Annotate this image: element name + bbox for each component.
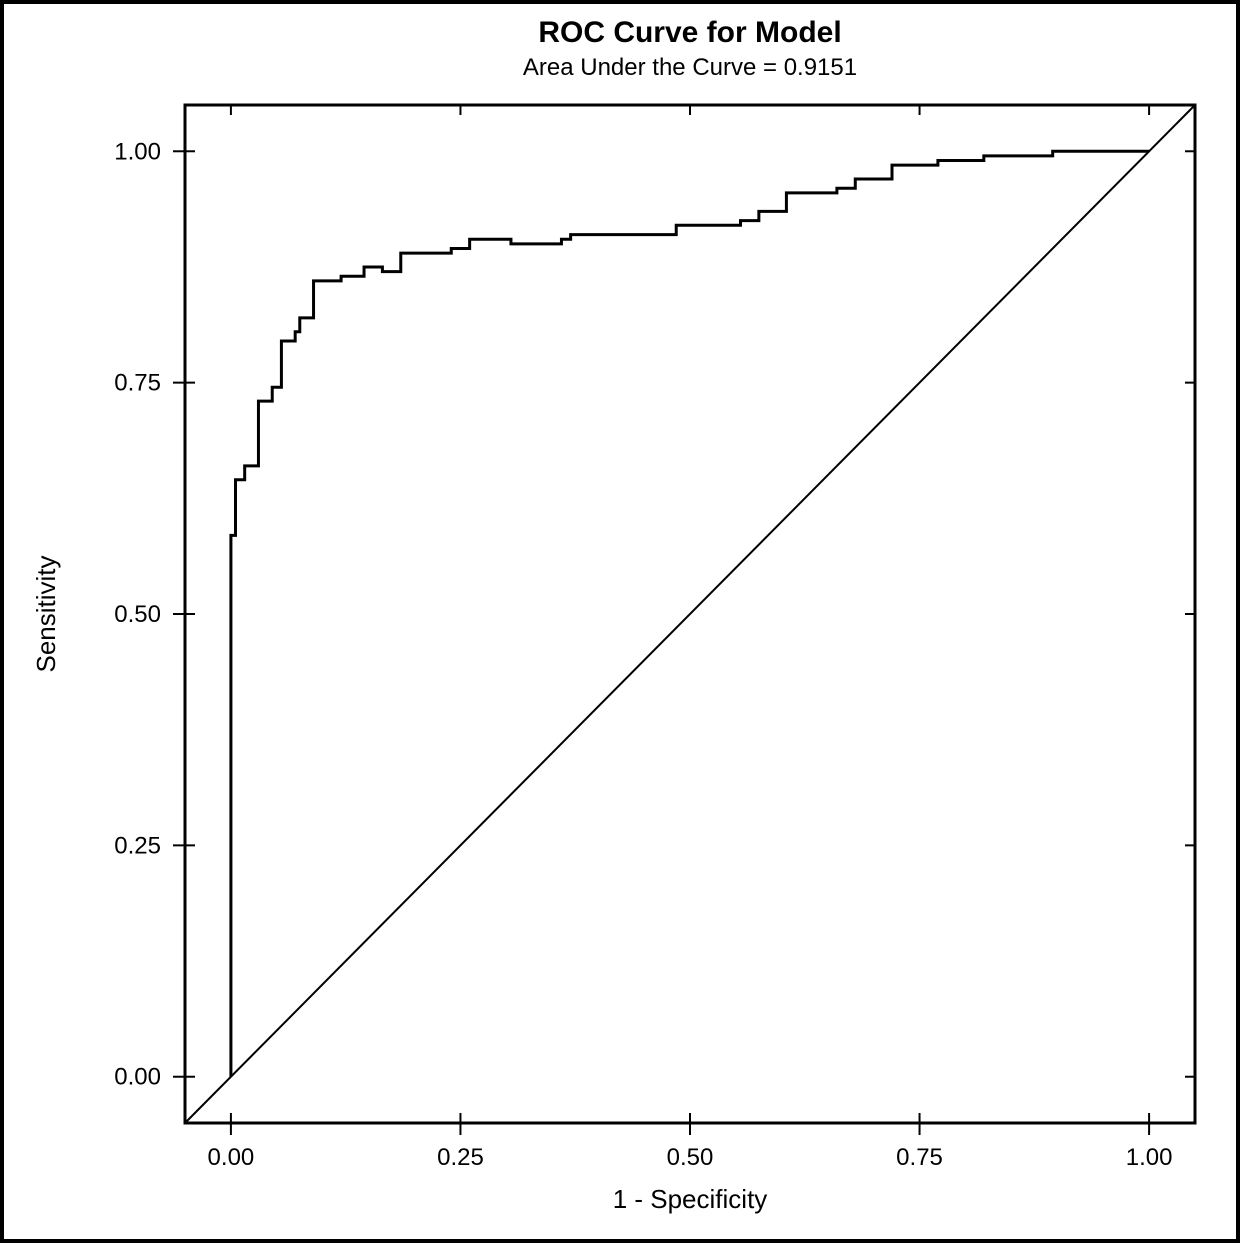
x-tick-label: 0.75 [896,1144,943,1171]
roc-chart: ROC Curve for Model Area Under the Curve … [0,0,1240,1243]
chart-title: ROC Curve for Model [538,16,841,49]
chart-subtitle: Area Under the Curve = 0.9151 [523,54,857,81]
y-tick-label: 0.00 [114,1064,161,1091]
y-tick-label: 0.50 [114,601,161,628]
x-tick-label: 0.50 [667,1144,714,1171]
roc-chart-svg: ROC Curve for Model Area Under the Curve … [0,0,1240,1243]
y-tick-label: 0.75 [114,370,161,397]
outer-border [2,2,1238,1241]
x-tick-label: 0.00 [208,1144,255,1171]
y-axis-label: Sensitivity [31,555,61,672]
x-tick-label: 1.00 [1126,1144,1173,1171]
y-tick-label: 1.00 [114,138,161,165]
x-tick-label: 0.25 [437,1144,484,1171]
x-axis-label: 1 - Specificity [613,1184,768,1214]
y-tick-label: 0.25 [114,832,161,859]
